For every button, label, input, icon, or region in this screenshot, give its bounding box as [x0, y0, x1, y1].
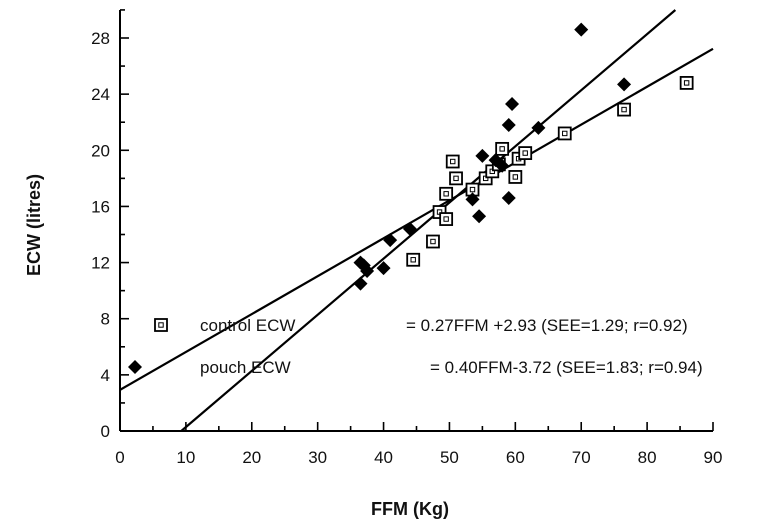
legend-marker-pouch: [128, 360, 142, 374]
square-inner: [562, 130, 568, 137]
square-outer: [679, 76, 694, 90]
pouch-point: [360, 263, 375, 278]
pouch-point: [475, 148, 490, 163]
pouch-point: [402, 221, 417, 236]
square-outer: [495, 141, 510, 156]
y-axis-title: ECW (litres): [24, 174, 44, 276]
axes: 0 4 8 12 16 20 24 28 0 10 20 30 40 50 60 70 80 90: [91, 9, 723, 467]
square-inner: [430, 238, 436, 245]
y-tick-label: 12: [91, 254, 110, 273]
square-inner: [469, 186, 476, 193]
x-tick-label: 10: [176, 448, 195, 467]
square-outer: [439, 212, 454, 226]
control-point: [445, 154, 460, 169]
pouch-point: [501, 191, 516, 206]
square-outer: [154, 318, 168, 332]
fit-lines: [119, 9, 714, 432]
x-tick-label: 60: [506, 448, 525, 467]
square-outer: [449, 171, 463, 186]
square-inner: [450, 158, 456, 165]
square-inner: [453, 175, 459, 182]
control-point: [508, 170, 523, 184]
square-inner: [443, 191, 449, 197]
legend-equation-pouch: = 0.40FFM-3.72 (SEE=1.83; r=0.94): [430, 358, 703, 377]
x-tick-label: 80: [638, 448, 657, 467]
y-tick-label: 20: [91, 141, 110, 160]
pouch-point: [465, 192, 480, 207]
square-outer: [426, 234, 440, 249]
square-outer: [518, 146, 533, 160]
x-axis-title: FFM (Kg): [371, 499, 449, 519]
pouch-point: [376, 261, 391, 276]
control-fit-line: [119, 47, 714, 391]
pouch-point: [353, 276, 368, 291]
square-outer: [439, 186, 454, 201]
pouch-point: [505, 96, 520, 111]
square-inner: [443, 216, 449, 222]
y-tick-label: 24: [91, 85, 110, 104]
pouch-point: [501, 118, 516, 133]
square-outer: [557, 126, 572, 141]
pouch-point: [495, 158, 510, 173]
pouch-point: [574, 22, 589, 37]
x-tick-label: 70: [572, 448, 591, 467]
square-outer: [617, 102, 631, 117]
control-point: [617, 102, 631, 117]
control-point: [439, 186, 454, 201]
legend-label-pouch: pouch ECW: [200, 358, 291, 377]
control-point: [557, 126, 572, 141]
data-markers: [353, 22, 694, 291]
pouch-fit-line: [180, 9, 677, 432]
legend-equation-control: = 0.27FFM +2.93 (SEE=1.29; r=0.92): [406, 316, 688, 335]
control-point: [439, 212, 454, 226]
y-tick-label: 28: [91, 29, 110, 48]
legend: control ECW = 0.27FFM +2.93 (SEE=1.29; r=…: [128, 316, 703, 377]
square-inner: [621, 106, 627, 113]
y-tick-label: 8: [101, 310, 110, 329]
square-inner: [158, 322, 164, 328]
y-tick-label: 0: [101, 422, 110, 441]
control-point: [679, 76, 694, 90]
y-tick-label: 4: [101, 366, 110, 385]
control-point: [426, 234, 440, 249]
square-inner: [512, 174, 519, 180]
control-point: [449, 171, 463, 186]
square-inner: [522, 150, 528, 156]
square-outer: [406, 252, 421, 267]
x-tick-label: 0: [115, 448, 124, 467]
square-inner: [499, 146, 505, 152]
x-tick-label: 20: [242, 448, 261, 467]
pouch-point: [383, 233, 398, 248]
y-tick-label: 16: [91, 197, 110, 216]
x-tick-label: 90: [704, 448, 723, 467]
x-tick-label: 40: [374, 448, 393, 467]
control-point: [406, 252, 421, 267]
control-point: [518, 146, 533, 160]
pouch-point: [531, 120, 546, 135]
square-inner: [683, 80, 690, 86]
pouch-point: [617, 77, 632, 92]
legend-label-control: control ECW: [200, 316, 295, 335]
legend-marker-control: [154, 318, 168, 332]
x-tick-label: 50: [440, 448, 459, 467]
control-point: [495, 141, 510, 156]
square-outer: [508, 170, 523, 184]
square-inner: [410, 257, 416, 263]
pouch-point: [472, 209, 487, 224]
x-tick-label: 30: [308, 448, 327, 467]
square-outer: [445, 154, 460, 169]
